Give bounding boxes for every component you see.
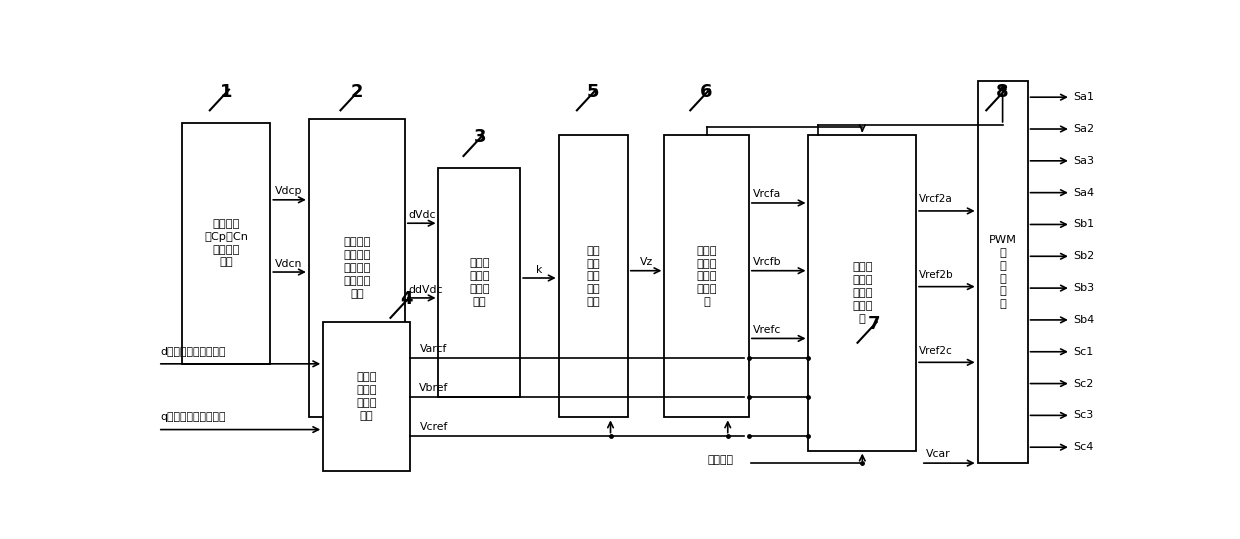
Text: Sc1: Sc1 [1074, 347, 1094, 357]
Text: 直流侧电
容Cp、Cn
电压采样
单元: 直流侧电 容Cp、Cn 电压采样 单元 [205, 219, 248, 267]
Text: Vrefc: Vrefc [753, 324, 781, 335]
Text: 零序
电压
分量
生成
单元: 零序 电压 分量 生成 单元 [587, 246, 600, 307]
Text: q轴交流电压分量给定: q轴交流电压分量给定 [161, 412, 226, 422]
Text: Sa1: Sa1 [1074, 92, 1095, 102]
Bar [665, 135, 749, 417]
Text: 2: 2 [351, 82, 363, 101]
Text: Vcref: Vcref [419, 422, 448, 432]
Bar [558, 135, 627, 417]
Text: PWM
波
发
生
单
元: PWM 波 发 生 单 元 [988, 235, 1017, 309]
Bar [324, 322, 409, 472]
Text: 三相调
制电压
指令值
单元: 三相调 制电压 指令值 单元 [356, 372, 377, 421]
Text: Sa2: Sa2 [1074, 124, 1095, 134]
Text: 4: 4 [401, 290, 413, 308]
Text: Vref2b: Vref2b [919, 270, 954, 280]
Text: Vdcn: Vdcn [275, 259, 303, 269]
Text: Sa4: Sa4 [1074, 188, 1095, 198]
Text: 7: 7 [868, 315, 880, 333]
Text: Sc4: Sc4 [1074, 442, 1094, 452]
Text: Vcar: Vcar [926, 449, 950, 459]
Text: Vdcp: Vdcp [275, 186, 303, 197]
Text: d轴交流电压分量给定: d轴交流电压分量给定 [161, 347, 226, 356]
Text: Sb4: Sb4 [1074, 315, 1095, 325]
Text: Vref2c: Vref2c [919, 345, 952, 356]
Text: 8: 8 [996, 82, 1009, 101]
Text: Vrcfa: Vrcfa [753, 189, 781, 199]
Text: dVdc: dVdc [409, 210, 436, 220]
Text: Sb1: Sb1 [1074, 219, 1095, 230]
Bar [977, 81, 1028, 463]
Text: 中点电压
一阶微分
和二阶微
分值计算
单元: 中点电压 一阶微分 和二阶微 分值计算 单元 [343, 238, 371, 299]
Text: Varcf: Varcf [420, 344, 448, 354]
Bar [439, 168, 521, 397]
Bar [808, 135, 916, 451]
Text: 调制波
幅移生
成调制
波二单
元: 调制波 幅移生 成调制 波二单 元 [852, 262, 873, 323]
Text: 6: 6 [701, 82, 713, 101]
Text: Sb3: Sb3 [1074, 283, 1095, 293]
Text: Sa3: Sa3 [1074, 156, 1095, 166]
Text: ddVdc: ddVdc [409, 285, 443, 295]
Text: 1: 1 [219, 82, 232, 101]
Text: Vrcf2a: Vrcf2a [919, 194, 952, 204]
Text: k: k [536, 265, 543, 275]
Bar [182, 123, 270, 363]
Text: Sc3: Sc3 [1074, 410, 1094, 420]
Text: Vrcfb: Vrcfb [753, 257, 781, 267]
Text: 5: 5 [587, 82, 599, 101]
Text: Vbref: Vbref [419, 383, 449, 393]
Text: 3: 3 [474, 128, 486, 146]
Bar [309, 119, 404, 417]
Text: Sc2: Sc2 [1074, 378, 1094, 389]
Text: 零序电
压分量
注入调
制波单
元: 零序电 压分量 注入调 制波单 元 [697, 246, 717, 307]
Text: Sb2: Sb2 [1074, 251, 1095, 261]
Text: 零序分
量因子
的选取
单元: 零序分 量因子 的选取 单元 [469, 258, 490, 307]
Text: 三角载波: 三角载波 [708, 455, 734, 465]
Text: Vz: Vz [640, 258, 652, 267]
